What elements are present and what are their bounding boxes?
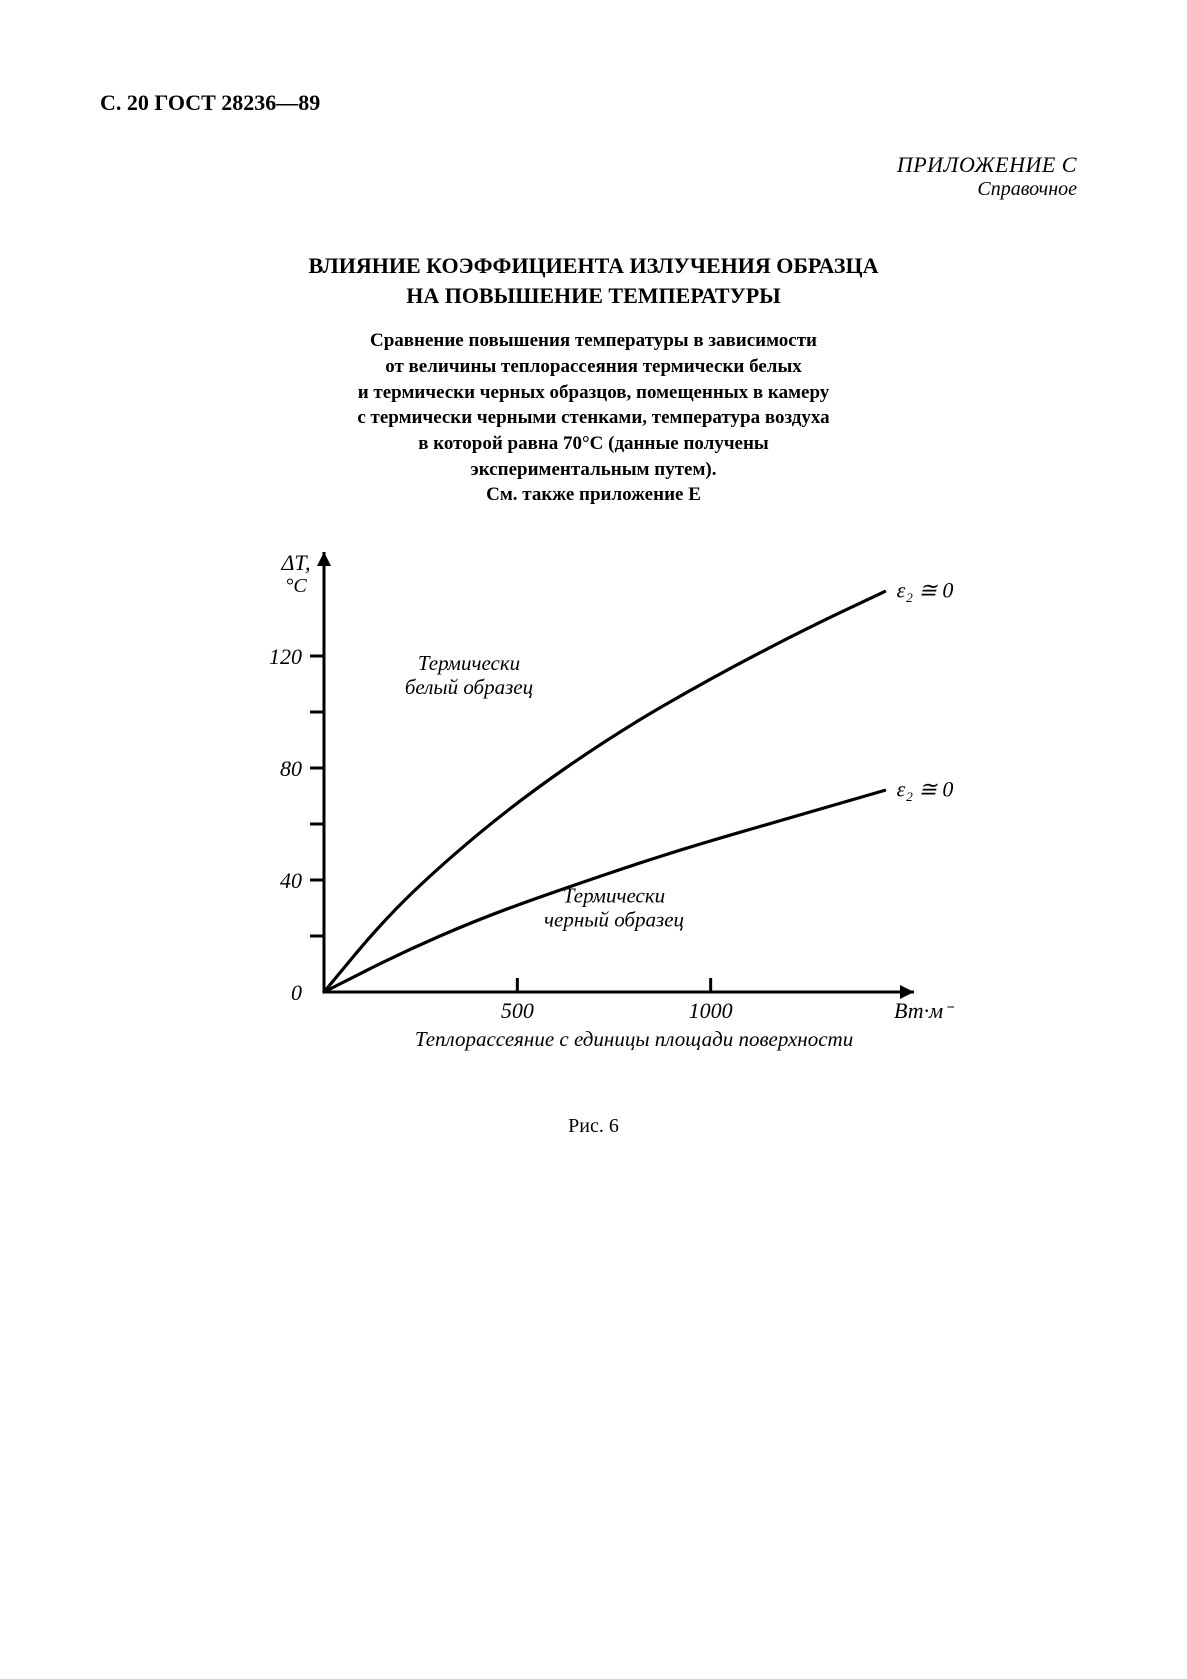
desc-l4: с термически черными стенками, температу… [357, 407, 829, 428]
x-axis-arrow [900, 985, 914, 999]
curve-end-label-black_sample: ε₂ ≅ 0,9 [896, 776, 953, 801]
curve-end-label-white_sample: ε₂ ≅ 0,1 [896, 577, 953, 602]
y-axis-label-1: ΔT, [280, 550, 310, 575]
appendix-subtitle: Справочное [100, 178, 1077, 201]
figure-caption: Рис. 6 [234, 1115, 954, 1138]
desc-l2: от величины теплорассеяния термически бе… [385, 356, 802, 377]
title-line-2: НА ПОВЫШЕНИЕ ТЕМПЕРАТУРЫ [406, 283, 781, 308]
x-tick-label: 500 [500, 998, 533, 1023]
y-tick-label: 80 [280, 756, 302, 781]
label-black-2: черный образец [543, 907, 683, 931]
y-tick-label: 120 [269, 644, 302, 669]
desc-l3: и термически черных образцов, помещенных… [358, 382, 830, 403]
title-line-1: ВЛИЯНИЕ КОЭФФИЦИЕНТА ИЗЛУЧЕНИЯ ОБРАЗЦА [308, 253, 878, 278]
y-tick-label: 0 [291, 980, 302, 1005]
label-white-1: Термически [417, 651, 519, 675]
main-title: ВЛИЯНИЕ КОЭФФИЦИЕНТА ИЗЛУЧЕНИЯ ОБРАЗЦА Н… [204, 251, 984, 310]
x-axis-title: Теплорассеяние с единицы площади поверхн… [414, 1027, 852, 1051]
description-block: Сравнение повышения температуры в зависи… [224, 328, 964, 507]
label-black-1: Термически [562, 883, 664, 907]
line-chart: 0 40 80 120 ΔT,°C 500 1000 Вт·м⁻² Теплорассеяние… [234, 532, 954, 1092]
document-page: С. 20 ГОСТ 28236—89 ПРИЛОЖЕНИЕ С Справоч… [0, 0, 1187, 1679]
y-axis-arrow [317, 552, 331, 566]
appendix-block: ПРИЛОЖЕНИЕ С Справочное [100, 152, 1077, 201]
desc-l1: Сравнение повышения температуры в зависи… [370, 330, 817, 351]
desc-l6: экспериментальным путем). [471, 459, 717, 480]
y-axis-label-2: °C [285, 575, 307, 597]
appendix-title: ПРИЛОЖЕНИЕ С [100, 152, 1077, 178]
x-tick-label: 1000 [688, 998, 732, 1023]
y-tick-label: 40 [280, 868, 302, 893]
x-unit-label: Вт·м⁻² [894, 998, 954, 1023]
curve-white_sample [324, 591, 885, 991]
page-header: С. 20 ГОСТ 28236—89 [100, 90, 1087, 116]
desc-l7: См. также приложение Е [486, 484, 701, 505]
chart-container: 0 40 80 120 ΔT,°C 500 1000 Вт·м⁻² Теплорассеяние… [234, 532, 954, 1138]
desc-l5: в которой равна 70°С (данные получены [418, 433, 769, 454]
label-white-2: белый образец [404, 675, 532, 699]
